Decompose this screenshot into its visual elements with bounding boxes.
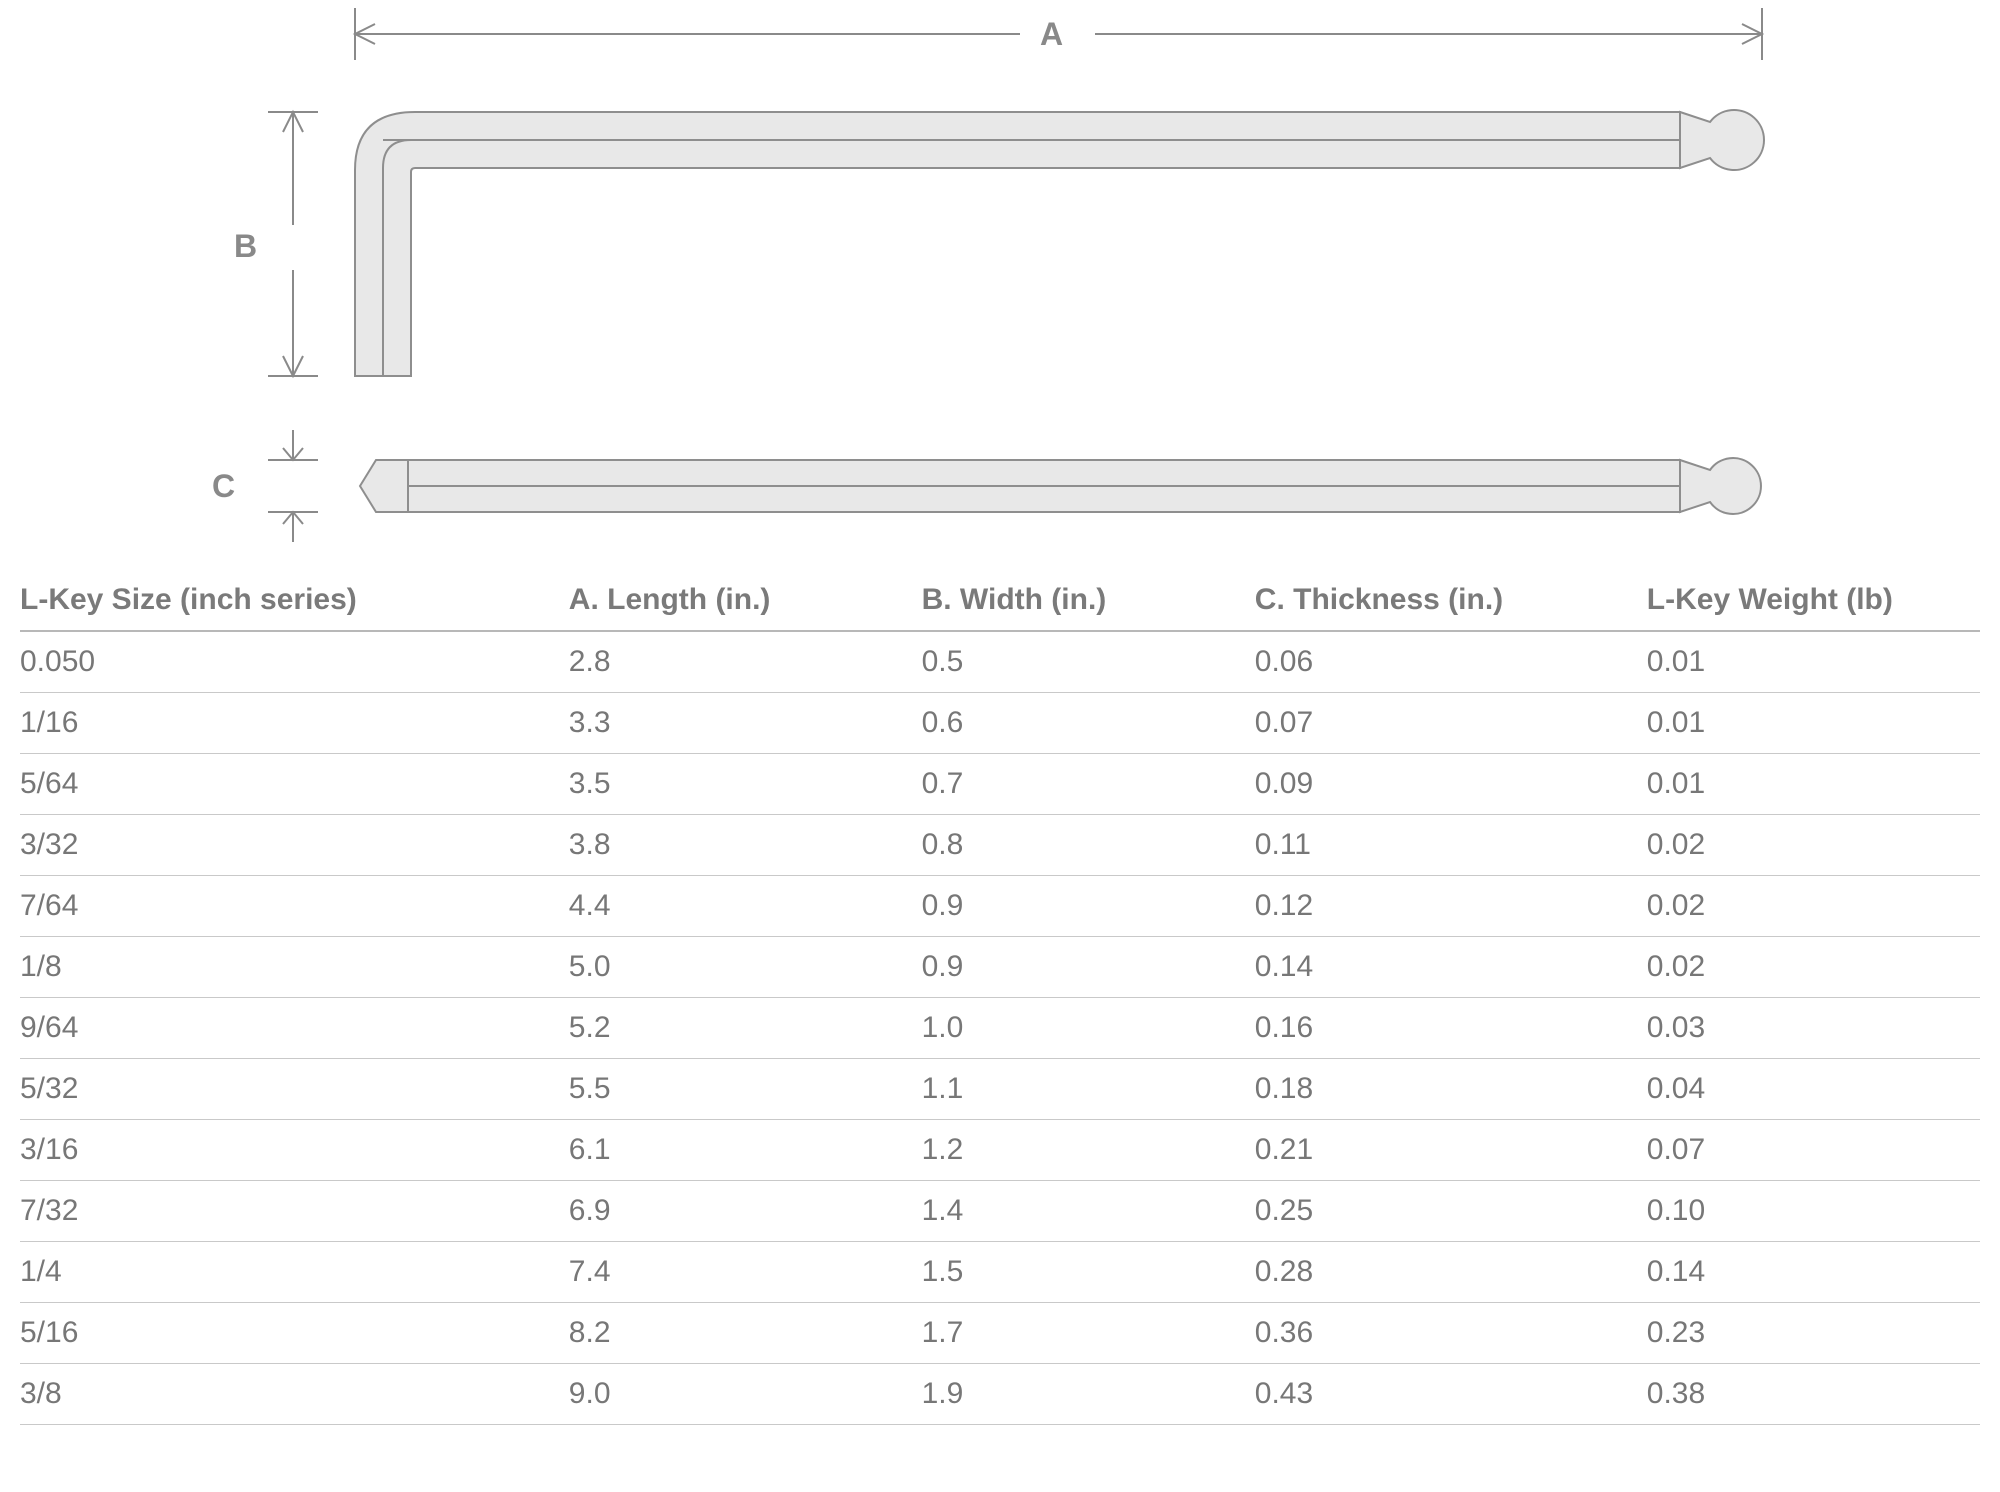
table-cell: 0.11 xyxy=(1255,815,1647,876)
table-cell: 0.07 xyxy=(1255,693,1647,754)
table-row: 7/644.40.90.120.02 xyxy=(20,876,1980,937)
table-cell: 0.02 xyxy=(1647,937,1980,998)
table-cell: 0.02 xyxy=(1647,876,1980,937)
table-cell: 1.0 xyxy=(922,998,1255,1059)
table-cell: 8.2 xyxy=(569,1303,922,1364)
table-cell: 0.050 xyxy=(20,631,569,693)
table-cell: 5/16 xyxy=(20,1303,569,1364)
table-cell: 5/32 xyxy=(20,1059,569,1120)
table-cell: 4.4 xyxy=(569,876,922,937)
table-row: 9/645.21.00.160.03 xyxy=(20,998,1980,1059)
table-cell: 0.03 xyxy=(1647,998,1980,1059)
table-cell: 5/64 xyxy=(20,754,569,815)
table-cell: 1.7 xyxy=(922,1303,1255,1364)
table-cell: 0.36 xyxy=(1255,1303,1647,1364)
table-cell: 0.9 xyxy=(922,876,1255,937)
table-cell: 9/64 xyxy=(20,998,569,1059)
dim-label-a: A xyxy=(1040,16,1063,53)
table-cell: 0.14 xyxy=(1647,1242,1980,1303)
table-cell: 0.25 xyxy=(1255,1181,1647,1242)
table-cell: 0.01 xyxy=(1647,693,1980,754)
table-cell: 5.5 xyxy=(569,1059,922,1120)
table-cell: 0.09 xyxy=(1255,754,1647,815)
table-cell: 6.9 xyxy=(569,1181,922,1242)
spec-table: L-Key Size (inch series) A. Length (in.)… xyxy=(20,570,1980,1425)
table-row: 1/47.41.50.280.14 xyxy=(20,1242,1980,1303)
table-row: 1/163.30.60.070.01 xyxy=(20,693,1980,754)
table-cell: 7/32 xyxy=(20,1181,569,1242)
table-row: 7/326.91.40.250.10 xyxy=(20,1181,1980,1242)
table-cell: 0.38 xyxy=(1647,1364,1980,1425)
dim-label-c: C xyxy=(212,468,235,505)
table-cell: 0.43 xyxy=(1255,1364,1647,1425)
table-cell: 0.01 xyxy=(1647,631,1980,693)
table-cell: 0.06 xyxy=(1255,631,1647,693)
table-row: 3/89.01.90.430.38 xyxy=(20,1364,1980,1425)
table-cell: 0.01 xyxy=(1647,754,1980,815)
table-cell: 3.3 xyxy=(569,693,922,754)
col-header: A. Length (in.) xyxy=(569,570,922,631)
table-cell: 0.9 xyxy=(922,937,1255,998)
table-cell: 3.8 xyxy=(569,815,922,876)
table-cell: 0.12 xyxy=(1255,876,1647,937)
table-cell: 0.6 xyxy=(922,693,1255,754)
table-cell: 7/64 xyxy=(20,876,569,937)
table-cell: 7.4 xyxy=(569,1242,922,1303)
table-cell: 5.2 xyxy=(569,998,922,1059)
table-cell: 0.04 xyxy=(1647,1059,1980,1120)
table-cell: 1.1 xyxy=(922,1059,1255,1120)
table-cell: 0.02 xyxy=(1647,815,1980,876)
table-cell: 0.16 xyxy=(1255,998,1647,1059)
spec-table-container: L-Key Size (inch series) A. Length (in.)… xyxy=(0,560,2000,1425)
col-header: L-Key Weight (lb) xyxy=(1647,570,1980,631)
table-cell: 3/32 xyxy=(20,815,569,876)
table-row: 0.0502.80.50.060.01 xyxy=(20,631,1980,693)
table-cell: 1/8 xyxy=(20,937,569,998)
lkey-svg xyxy=(0,0,2000,560)
table-cell: 1.2 xyxy=(922,1120,1255,1181)
table-row: 3/323.80.80.110.02 xyxy=(20,815,1980,876)
table-cell: 1/16 xyxy=(20,693,569,754)
col-header: C. Thickness (in.) xyxy=(1255,570,1647,631)
table-cell: 9.0 xyxy=(569,1364,922,1425)
table-cell: 0.28 xyxy=(1255,1242,1647,1303)
col-header: L-Key Size (inch series) xyxy=(20,570,569,631)
table-cell: 1/4 xyxy=(20,1242,569,1303)
table-row: 5/643.50.70.090.01 xyxy=(20,754,1980,815)
table-cell: 3.5 xyxy=(569,754,922,815)
dimension-diagram: A B C xyxy=(0,0,2000,560)
table-cell: 5.0 xyxy=(569,937,922,998)
col-header: B. Width (in.) xyxy=(922,570,1255,631)
table-cell: 0.8 xyxy=(922,815,1255,876)
table-cell: 0.5 xyxy=(922,631,1255,693)
table-cell: 0.07 xyxy=(1647,1120,1980,1181)
table-cell: 0.21 xyxy=(1255,1120,1647,1181)
table-header-row: L-Key Size (inch series) A. Length (in.)… xyxy=(20,570,1980,631)
table-cell: 0.23 xyxy=(1647,1303,1980,1364)
table-cell: 0.10 xyxy=(1647,1181,1980,1242)
table-row: 5/168.21.70.360.23 xyxy=(20,1303,1980,1364)
table-cell: 3/8 xyxy=(20,1364,569,1425)
table-cell: 0.14 xyxy=(1255,937,1647,998)
table-cell: 1.4 xyxy=(922,1181,1255,1242)
table-cell: 2.8 xyxy=(569,631,922,693)
table-row: 3/166.11.20.210.07 xyxy=(20,1120,1980,1181)
table-cell: 0.18 xyxy=(1255,1059,1647,1120)
table-cell: 0.7 xyxy=(922,754,1255,815)
table-cell: 6.1 xyxy=(569,1120,922,1181)
dim-label-b: B xyxy=(234,228,257,265)
table-cell: 3/16 xyxy=(20,1120,569,1181)
table-row: 1/85.00.90.140.02 xyxy=(20,937,1980,998)
table-cell: 1.5 xyxy=(922,1242,1255,1303)
table-row: 5/325.51.10.180.04 xyxy=(20,1059,1980,1120)
table-cell: 1.9 xyxy=(922,1364,1255,1425)
